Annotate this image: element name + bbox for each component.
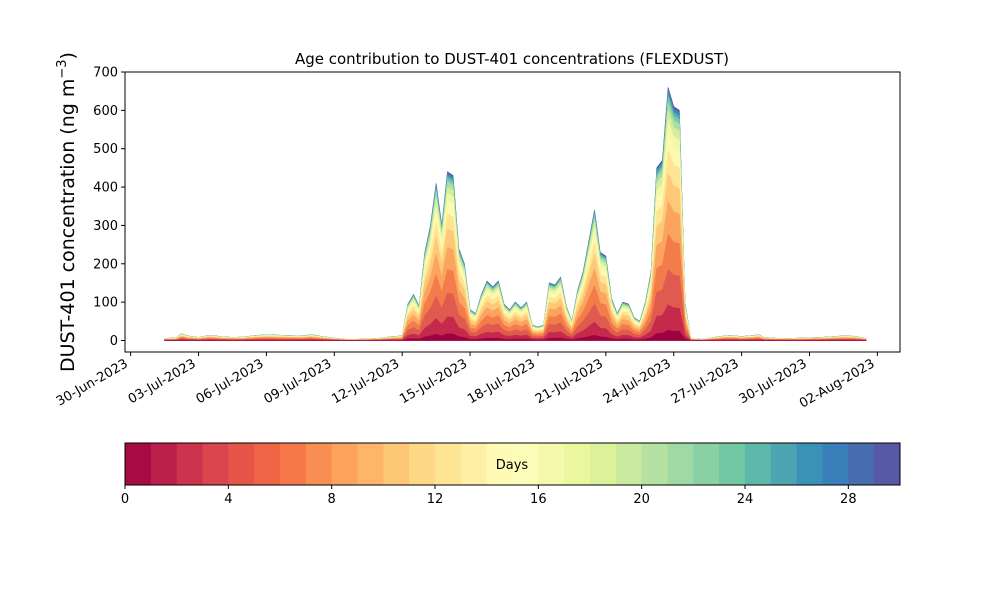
colorbar-bin — [667, 443, 694, 485]
colorbar-tick-label: 20 — [633, 492, 650, 507]
x-tick-label: 21-Jul-2023 — [533, 356, 606, 407]
colorbar-tick-label: 24 — [737, 492, 754, 507]
chart-title: Age contribution to DUST-401 concentrati… — [295, 50, 729, 68]
x-tick-label: 18-Jul-2023 — [465, 356, 538, 407]
colorbar-bin — [228, 443, 255, 485]
colorbar-label: Days — [496, 458, 529, 473]
y-tick-label: 500 — [93, 142, 118, 157]
colorbar-bin — [874, 443, 901, 485]
colorbar-bin — [564, 443, 591, 485]
colorbar-bin — [305, 443, 333, 485]
y-tick-label: 300 — [93, 219, 118, 234]
age-layer-day-12 — [164, 150, 867, 341]
colorbar-tick-label: 28 — [840, 492, 857, 507]
colorbar-frame — [124, 442, 901, 486]
colorbar-bin — [150, 443, 178, 485]
colorbar-bin — [202, 443, 229, 485]
x-tick-label: 09-Jul-2023 — [261, 356, 334, 407]
colorbar-bin — [486, 443, 513, 485]
colorbar-bin — [770, 443, 798, 485]
colorbar-bin — [125, 443, 152, 485]
y-axis-label-close: ) — [57, 52, 79, 59]
colorbar-bin — [512, 443, 539, 485]
colorbar-bin — [538, 443, 565, 485]
colorbar-bin — [590, 443, 617, 485]
age-layer-day-6 — [164, 233, 867, 341]
x-tick-label: 02-Aug-2023 — [797, 356, 877, 411]
age-layer-day-8 — [164, 200, 867, 341]
age-layer-day-16 — [164, 120, 867, 341]
colorbar-bin — [176, 443, 203, 485]
x-tick-label: 27-Jul-2023 — [669, 356, 742, 407]
colorbar-bin — [848, 443, 875, 485]
y-tick-label: 700 — [93, 66, 118, 81]
colorbar-bin — [435, 443, 462, 485]
colorbar-bin — [796, 443, 823, 485]
colorbar-bin — [822, 443, 849, 485]
age-layer-day-10 — [164, 172, 867, 341]
y-axis-label-superscript: −3 — [55, 59, 70, 78]
y-axis-label: DUST-401 concentration (ng m−3) — [55, 52, 79, 372]
colorbar-bin — [693, 443, 720, 485]
x-axis: 30-Jun-202303-Jul-202306-Jul-202309-Jul-… — [54, 352, 878, 412]
colorbar: 0 4 8 12 16 20 24 28 — [121, 442, 901, 507]
colorbar-tick-label: 4 — [224, 492, 232, 507]
y-tick-label: 600 — [93, 104, 118, 119]
colorbar-tick-label: 12 — [427, 492, 444, 507]
age-layer-day-18 — [164, 110, 867, 341]
age-layer-day-20 — [164, 102, 867, 341]
y-tick-label: 400 — [93, 181, 118, 196]
colorbar-bin — [460, 443, 488, 485]
y-tick-label: 0 — [110, 334, 118, 349]
x-tick-label: 15-Jul-2023 — [397, 356, 470, 407]
colorbar-tick-label: 0 — [121, 492, 129, 507]
age-layer-day-14 — [164, 132, 867, 341]
colorbar-bin — [331, 443, 358, 485]
stacked-age-areas — [164, 87, 867, 341]
y-axis: 0 100 200 300 400 500 600 700 — [93, 66, 125, 349]
colorbar-bin — [409, 443, 436, 485]
colorbar-bin — [357, 443, 384, 485]
colorbar-tick-label: 16 — [530, 492, 547, 507]
colorbar-bin — [641, 443, 668, 485]
colorbar-bin — [280, 443, 307, 485]
colorbar-bin — [745, 443, 772, 485]
y-tick-label: 200 — [93, 257, 118, 272]
colorbar-bin — [615, 443, 643, 485]
colorbar-bin — [383, 443, 410, 485]
x-tick-label: 06-Jul-2023 — [194, 356, 267, 407]
x-tick-label: 03-Jul-2023 — [126, 356, 199, 407]
age-layer-day-0 — [164, 330, 867, 341]
x-tick-label: 12-Jul-2023 — [329, 356, 402, 407]
colorbar-bin — [254, 443, 281, 485]
plot-frame — [124, 71, 901, 353]
y-axis-label-text: DUST-401 concentration (ng m — [57, 79, 79, 372]
colorbar-tick-label: 8 — [328, 492, 336, 507]
colorbar-bin — [719, 443, 746, 485]
x-tick-label: 24-Jul-2023 — [601, 356, 674, 407]
y-tick-label: 100 — [93, 296, 118, 311]
